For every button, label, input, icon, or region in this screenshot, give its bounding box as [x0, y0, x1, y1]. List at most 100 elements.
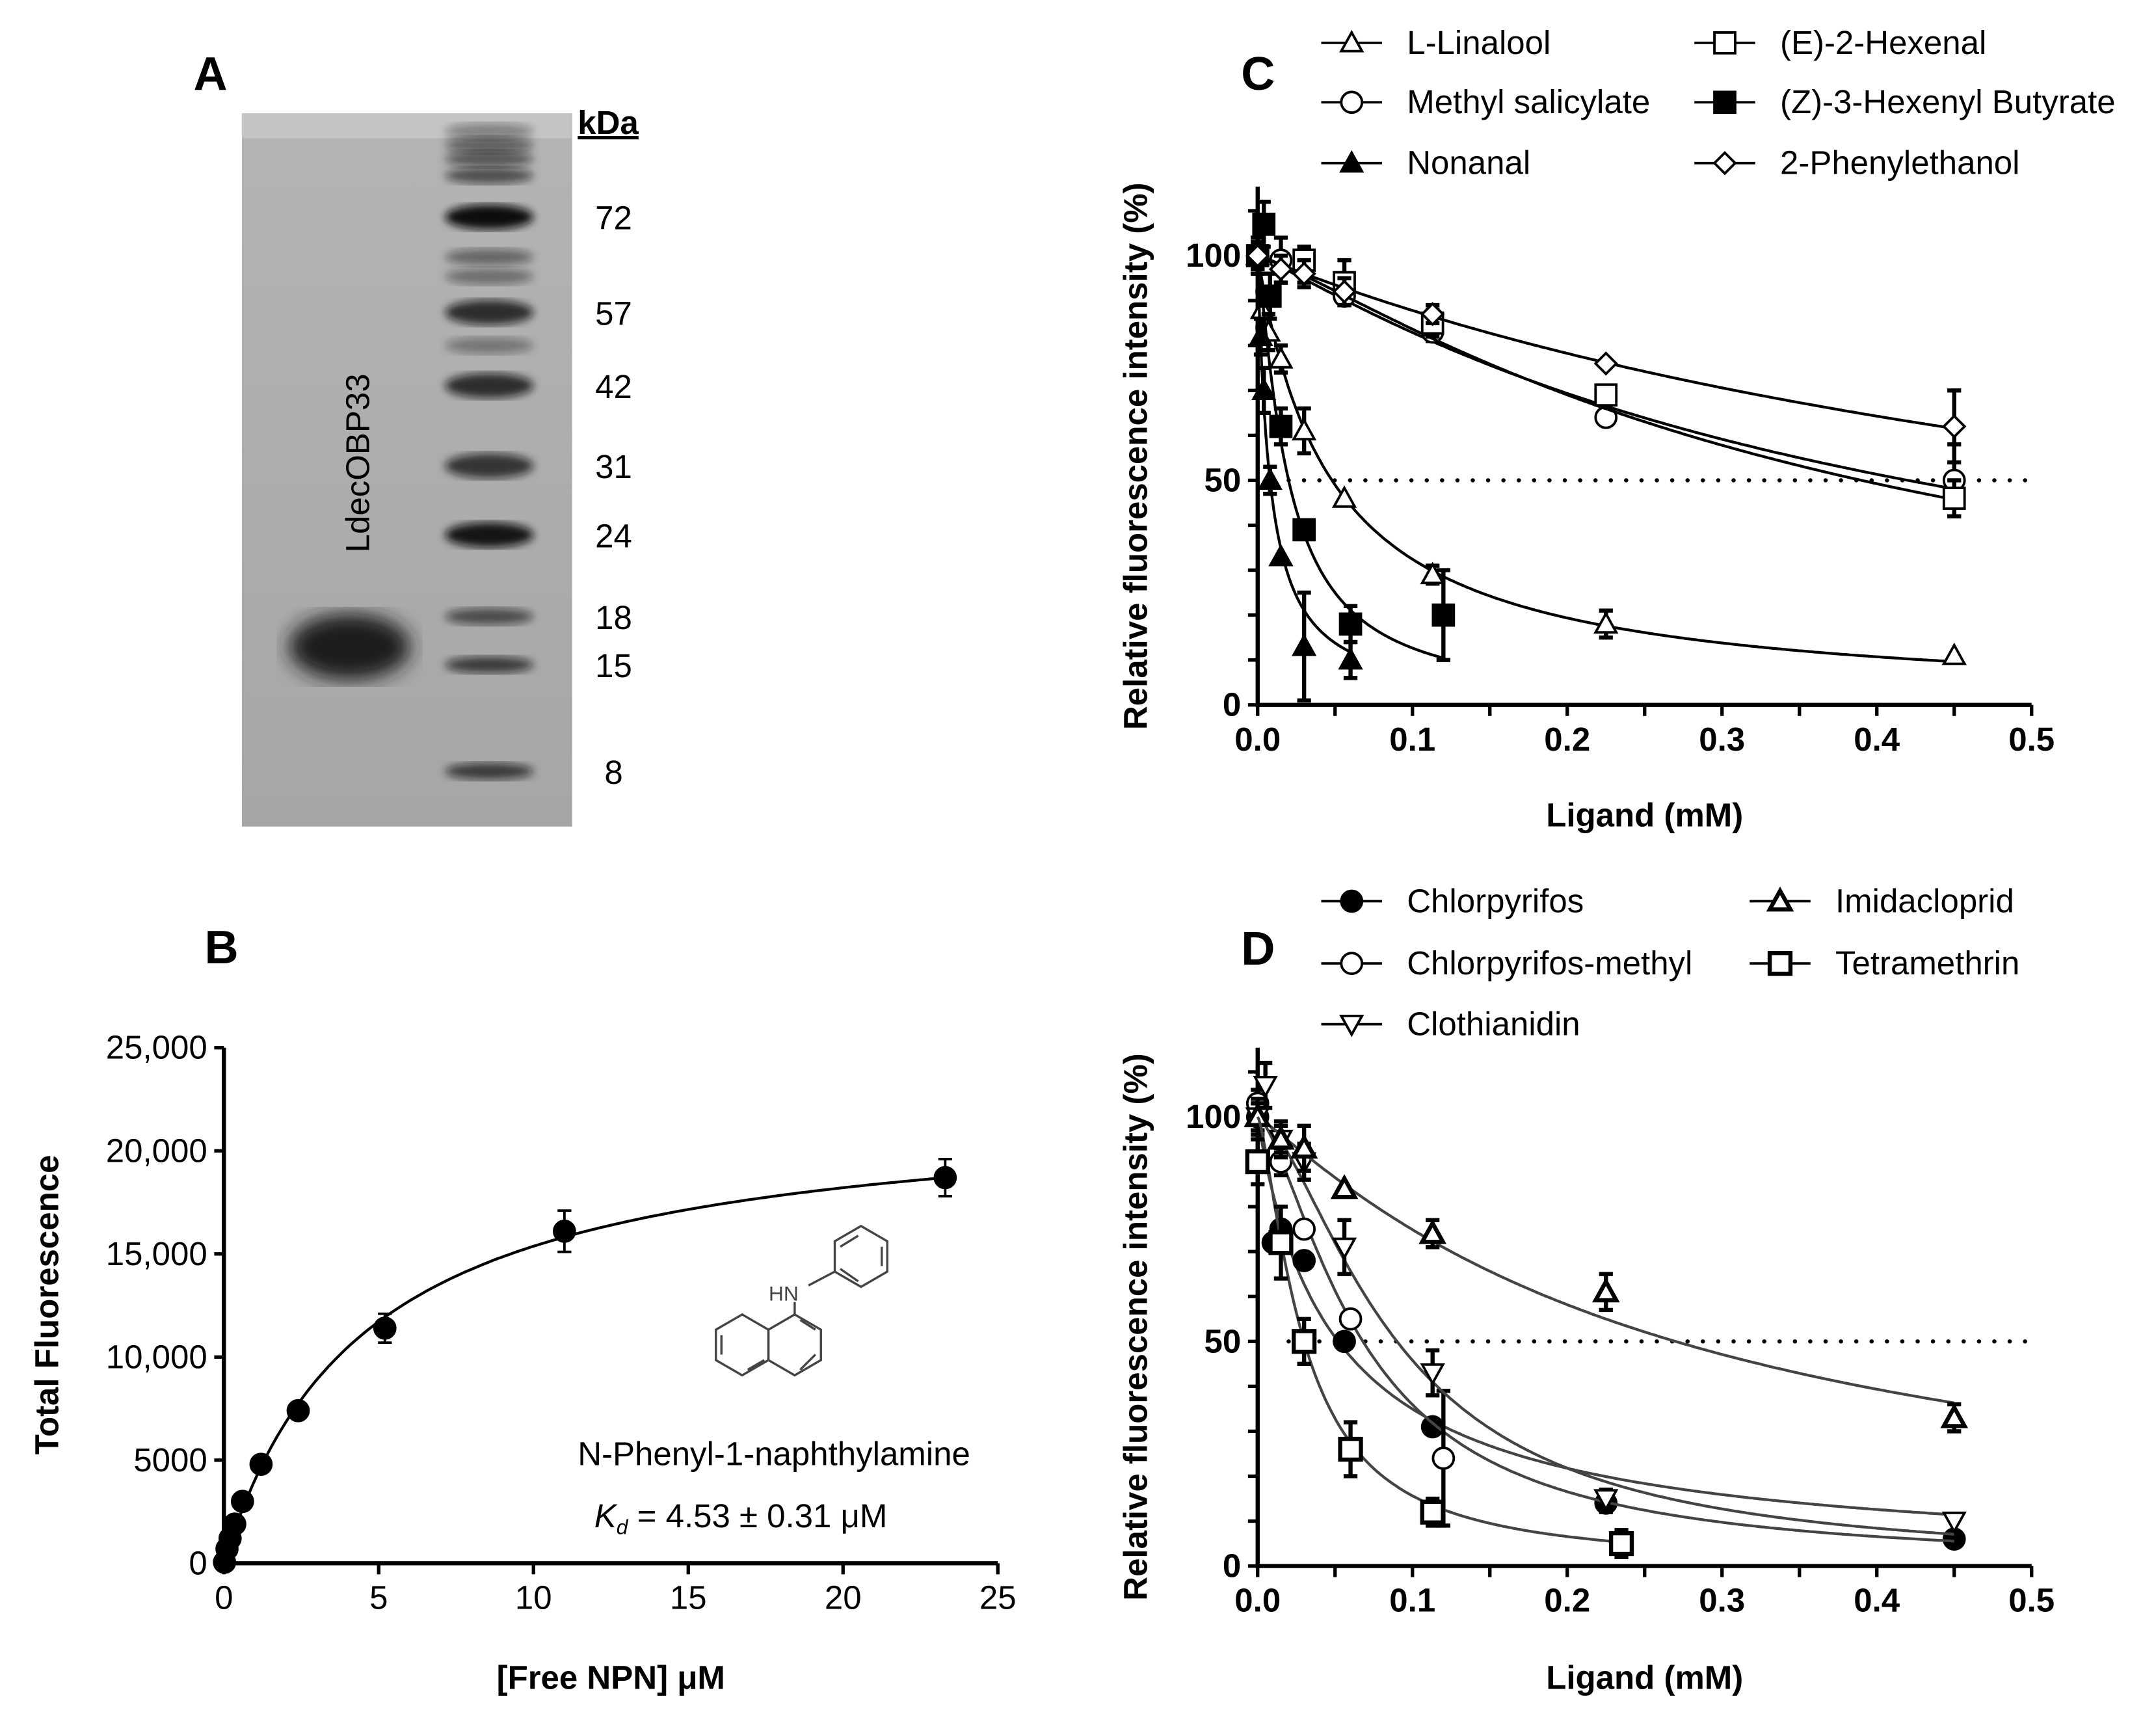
y-tick-label: 15,000 — [106, 1235, 207, 1272]
legend-marker — [1340, 952, 1364, 975]
x-tick-label: 0.1 — [1389, 721, 1435, 758]
d-x-axis-label: Ligand (mM) — [1546, 1659, 1743, 1696]
legend-label: Clothianidin — [1407, 1006, 1580, 1043]
legend-marker — [1713, 31, 1737, 55]
data-point — [1418, 1219, 1447, 1244]
data-point — [230, 1490, 254, 1514]
ladder-band — [445, 150, 534, 168]
x-tick-label: 0.2 — [1544, 1582, 1590, 1619]
fit-curve — [1257, 1116, 1955, 1404]
x-tick-label: 10 — [515, 1579, 552, 1616]
b-x-axis-label: [Free NPN] μM — [497, 1659, 725, 1696]
kd-value: = 4.53 ± 0.31 μM — [628, 1497, 887, 1534]
marker-label-15: 15 — [595, 647, 632, 684]
marker-label-8: 8 — [604, 754, 622, 791]
fit-curve — [1257, 254, 1955, 502]
legend-label: 2-Phenylethanol — [1780, 144, 2020, 181]
marker-label-57: 57 — [595, 295, 632, 332]
legend-item: Nonanal — [1321, 144, 1530, 181]
data-point — [1292, 261, 1316, 286]
y-tick-label: 100 — [1186, 1098, 1241, 1135]
data-point — [249, 1452, 273, 1477]
data-point — [1593, 351, 1618, 376]
ladder-band — [445, 373, 534, 398]
legend-item: Clothianidin — [1321, 1006, 1580, 1043]
ladder-band — [445, 248, 534, 265]
data-point — [1268, 257, 1294, 282]
legend-marker — [1339, 29, 1364, 53]
fit-curve — [1257, 1115, 1954, 1536]
marker-label-18: 18 — [595, 599, 632, 636]
panel-label-b: B — [205, 922, 239, 974]
x-tick-label: 0.0 — [1234, 1582, 1281, 1619]
series-l-linalool — [1249, 255, 1967, 665]
data-point — [1292, 1217, 1316, 1241]
data-point — [1420, 1499, 1445, 1525]
data-point — [1338, 612, 1363, 636]
kd-subscript: d — [617, 1516, 629, 1539]
y-tick-label: 100 — [1186, 237, 1241, 274]
data-point — [1331, 485, 1357, 508]
data-point — [1941, 1511, 1967, 1534]
panel-c: C 0 50 100 0.0 0.1 0.2 0.3 0.4 0.5 L-Linalool Meth… — [1117, 24, 2116, 834]
y-tick-label: 5000 — [133, 1441, 207, 1478]
legend-label: Chlorpyrifos-methyl — [1407, 944, 1692, 982]
c-x-axis-label: Ligand (mM) — [1546, 797, 1743, 834]
x-tick-label: 0.1 — [1389, 1582, 1435, 1619]
legend-item: Tetramethrin — [1750, 944, 2019, 982]
data-point — [1267, 1125, 1295, 1150]
ladder-band — [445, 762, 534, 780]
data-point — [373, 1317, 397, 1340]
data-point — [1338, 647, 1363, 670]
data-point — [1252, 212, 1276, 236]
series-chlorpyrifos-methyl — [1245, 1088, 1954, 1543]
data-point — [1291, 634, 1317, 656]
data-point — [1292, 518, 1316, 542]
legend-label: Chlorpyrifos — [1407, 882, 1584, 919]
legend-marker — [1713, 90, 1737, 114]
legend-item: 2-Phenylethanol — [1694, 144, 2019, 181]
data-point — [1420, 302, 1445, 327]
y-tick-label: 50 — [1204, 1322, 1242, 1359]
data-point — [1338, 1436, 1363, 1462]
data-point — [1268, 1230, 1294, 1255]
data-point — [1942, 414, 1967, 439]
chart-b: 0 5000 10,000 15,000 20,000 25,000 0 5 10 15 20 25 — [106, 1029, 1017, 1616]
data-point — [1593, 611, 1619, 634]
data-point — [1591, 1277, 1620, 1303]
legend-marker — [1339, 150, 1364, 173]
npn-nh-label: HN — [769, 1282, 799, 1305]
data-point — [1420, 1415, 1444, 1439]
data-point — [1431, 603, 1456, 627]
legend-marker — [1340, 889, 1364, 913]
y-tick-label: 25,000 — [106, 1029, 207, 1066]
ladder-band — [445, 137, 534, 154]
panel-label-d: D — [1241, 923, 1275, 975]
legend-label: Methyl salicylate — [1407, 83, 1650, 120]
data-point — [1245, 243, 1270, 268]
series-tetramethrin — [1245, 1116, 1634, 1559]
legend-item: L-Linalool — [1321, 24, 1550, 61]
ladder-band — [445, 167, 534, 184]
x-tick-label: 20 — [825, 1579, 862, 1616]
ladder-band — [445, 608, 534, 625]
fit-curve — [1256, 255, 1954, 663]
legend-marker — [1766, 886, 1794, 912]
x-tick-label: 0 — [215, 1579, 233, 1616]
x-tick-label: 0.5 — [2008, 1582, 2055, 1619]
ladder-band — [445, 337, 534, 354]
data-point — [1593, 1489, 1619, 1512]
fit-curve — [1256, 1116, 1954, 1516]
series--e-2-hexenal — [1245, 240, 1966, 518]
legend-label: Tetramethrin — [1835, 944, 2019, 982]
data-point — [1608, 1531, 1634, 1557]
compound-label: N-Phenyl-1-naphthylamine — [578, 1435, 970, 1472]
x-tick-label: 25 — [979, 1579, 1017, 1616]
y-tick-label: 20,000 — [106, 1132, 207, 1169]
data-point — [1330, 1173, 1359, 1199]
legend-marker — [1712, 151, 1737, 176]
marker-label-72: 72 — [595, 200, 632, 237]
data-point — [1431, 1447, 1456, 1470]
legend-label: L-Linalool — [1407, 24, 1550, 61]
